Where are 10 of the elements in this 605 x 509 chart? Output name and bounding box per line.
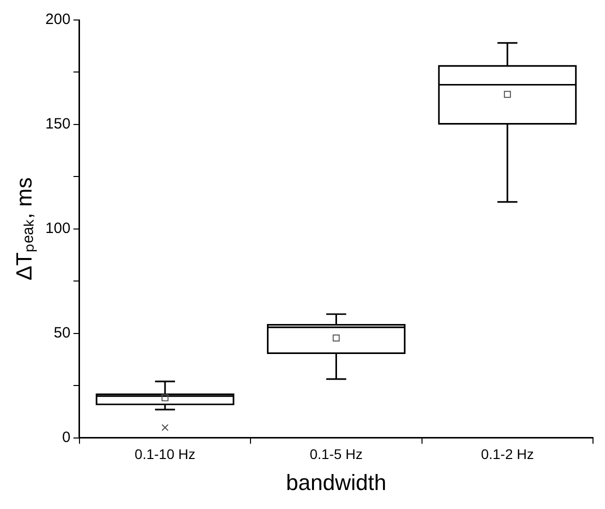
x-tick-label: 0.1-10 Hz	[134, 446, 196, 462]
y-axis-title: ΔTₚₑₐₖ, ms	[11, 177, 38, 280]
y-tick-label: 150	[45, 116, 70, 133]
y-tick-label: 0	[62, 428, 70, 446]
y-tick-label: 100	[45, 220, 70, 238]
y-tick-label: 50	[54, 324, 70, 342]
y-tick-label: 200	[45, 11, 70, 28]
x-tick-label: 0.1-2 Hz	[480, 446, 534, 462]
x-tick-label: 0.1-5 Hz	[310, 446, 363, 462]
x-axis-title: bandwidth	[286, 470, 386, 495]
